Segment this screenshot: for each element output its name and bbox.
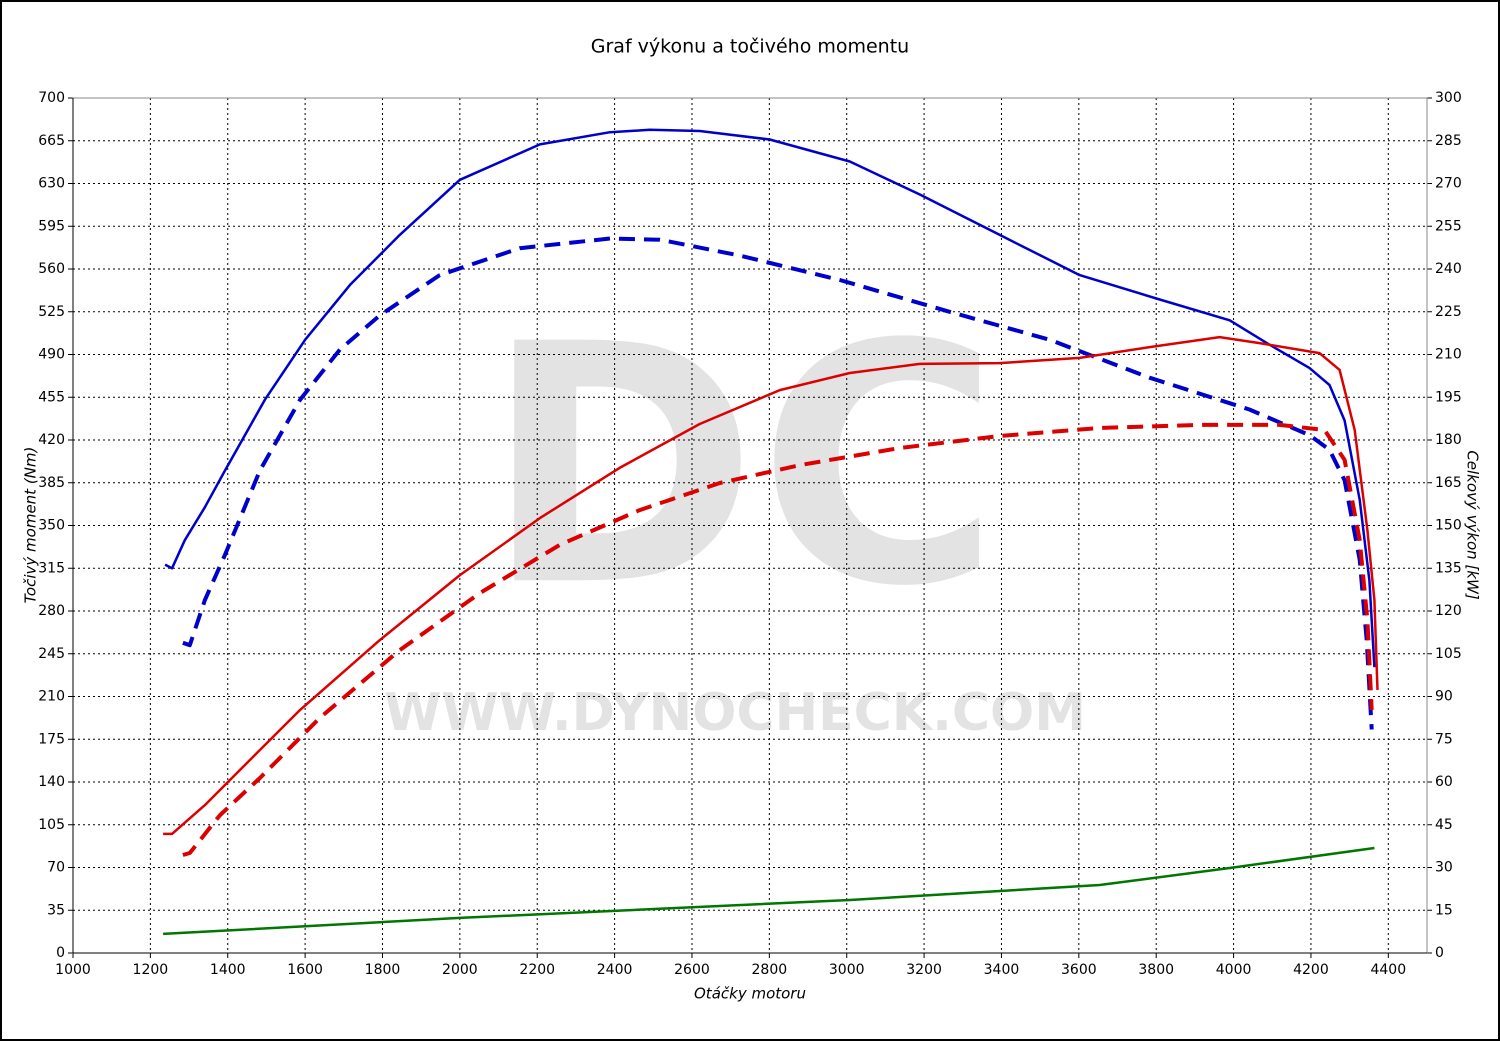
y2-tick-label: 0 — [1435, 945, 1444, 961]
y-tick-label: 385 — [38, 475, 65, 491]
y-tick-label: 630 — [38, 176, 65, 192]
x-tick-label: 1000 — [55, 962, 91, 978]
y-tick-label: 595 — [38, 218, 65, 234]
y-tick-label: 490 — [38, 347, 65, 363]
y2-tick-label: 15 — [1435, 902, 1453, 918]
x-tick-label: 4200 — [1293, 962, 1329, 978]
y-tick-label: 70 — [47, 860, 65, 876]
y-tick-label: 175 — [38, 731, 65, 747]
x-tick-label: 3800 — [1138, 962, 1174, 978]
y2-tick-label: 150 — [1435, 518, 1462, 534]
y-tick-label: 315 — [38, 560, 65, 576]
y2-tick-label: 255 — [1435, 218, 1462, 234]
y-tick-label: 525 — [38, 304, 65, 320]
y2-tick-label: 120 — [1435, 603, 1462, 619]
y2-tick-label: 75 — [1435, 731, 1453, 747]
y2-tick-label: 60 — [1435, 774, 1453, 790]
y-tick-label: 210 — [38, 689, 65, 705]
y2-tick-label: 45 — [1435, 817, 1453, 833]
x-tick-label: 3400 — [984, 962, 1020, 978]
y-tick-label: 245 — [38, 646, 65, 662]
y-tick-label: 560 — [38, 261, 65, 277]
x-tick-label: 2000 — [442, 962, 478, 978]
y-axis-label: Točivý moment (Nm) — [22, 447, 40, 604]
series-line — [163, 846, 1375, 936]
x-tick-label: 2600 — [674, 962, 710, 978]
watermark-logo: DC — [484, 274, 1000, 658]
x-tick-label: 4000 — [1216, 962, 1252, 978]
x-tick-label: 4400 — [1370, 962, 1406, 978]
x-axis-label: Otáčky motoru — [694, 985, 806, 1003]
y-tick-label: 280 — [38, 603, 65, 619]
y-tick-label: 350 — [38, 518, 65, 534]
y-tick-label: 105 — [38, 817, 65, 833]
series-line — [164, 128, 1376, 668]
x-tick-label: 1600 — [287, 962, 323, 978]
x-tick-label: 3000 — [829, 962, 865, 978]
x-tick-label: 2800 — [752, 962, 788, 978]
y-tick-label: 455 — [38, 389, 65, 405]
y-tick-label: 700 — [38, 90, 65, 106]
chart-title: Graf výkonu a točivého momentu — [591, 36, 909, 58]
watermark-url: WWW.DYNOCHECK.COM — [384, 683, 1086, 743]
y-tick-label: 35 — [47, 902, 65, 918]
x-tick-label: 1200 — [133, 962, 169, 978]
y2-tick-label: 285 — [1435, 133, 1462, 149]
x-tick-label: 3200 — [906, 962, 942, 978]
x-tick-label: 3600 — [1061, 962, 1097, 978]
y2-tick-label: 135 — [1435, 560, 1462, 576]
y2-axis-label: Celkový výkon [kW] — [1464, 450, 1482, 600]
y2-tick-label: 210 — [1435, 347, 1462, 363]
y2-tick-label: 30 — [1435, 860, 1453, 876]
y2-tick-label: 270 — [1435, 176, 1462, 192]
y2-tick-label: 300 — [1435, 90, 1462, 106]
y-tick-label: 0 — [56, 945, 65, 961]
y-tick-label: 420 — [38, 432, 65, 448]
y2-tick-label: 195 — [1435, 389, 1462, 405]
y2-tick-label: 225 — [1435, 304, 1462, 320]
y2-tick-label: 240 — [1435, 261, 1462, 277]
x-tick-label: 1800 — [365, 962, 401, 978]
y-tick-label: 665 — [38, 133, 65, 149]
y2-tick-label: 105 — [1435, 646, 1462, 662]
y-tick-label: 140 — [38, 774, 65, 790]
watermark: DC WWW.DYNOCHECK.COM — [384, 274, 1086, 743]
x-tick-label: 2400 — [597, 962, 633, 978]
y2-tick-label: 180 — [1435, 432, 1462, 448]
series-line — [182, 422, 1374, 857]
y2-tick-label: 165 — [1435, 475, 1462, 491]
series-line — [182, 236, 1374, 730]
y2-tick-label: 90 — [1435, 689, 1453, 705]
series-line — [163, 335, 1379, 836]
x-tick-label: 1400 — [210, 962, 246, 978]
x-tick-label: 2200 — [519, 962, 555, 978]
